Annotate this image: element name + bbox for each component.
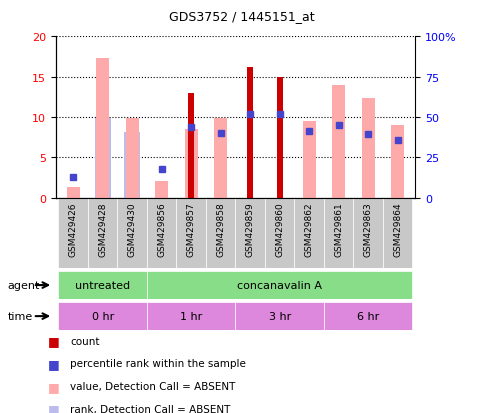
Text: GSM429861: GSM429861 <box>334 202 343 256</box>
Bar <box>58 198 88 268</box>
Bar <box>147 198 176 268</box>
Bar <box>188 94 194 198</box>
Text: 6 hr: 6 hr <box>357 311 379 321</box>
Bar <box>391 126 404 198</box>
Text: 3 hr: 3 hr <box>269 311 291 321</box>
Text: rank, Detection Call = ABSENT: rank, Detection Call = ABSENT <box>70 404 230 413</box>
Bar <box>88 198 117 268</box>
Bar <box>362 99 375 198</box>
Text: GSM429858: GSM429858 <box>216 202 225 256</box>
Bar <box>176 198 206 268</box>
Bar <box>277 78 283 198</box>
Bar <box>383 198 412 268</box>
Bar <box>324 302 412 330</box>
Bar <box>117 198 147 268</box>
Text: time: time <box>7 311 32 321</box>
Text: GSM429863: GSM429863 <box>364 202 373 256</box>
Bar <box>124 132 141 198</box>
Text: count: count <box>70 336 99 346</box>
Text: ■: ■ <box>48 334 60 347</box>
Text: ■: ■ <box>48 380 60 393</box>
Text: percentile rank within the sample: percentile rank within the sample <box>70 358 246 368</box>
Bar <box>302 122 316 198</box>
Bar <box>155 181 169 198</box>
Text: GSM429428: GSM429428 <box>98 202 107 256</box>
Bar <box>214 119 227 198</box>
Bar <box>96 59 109 198</box>
Text: GSM429864: GSM429864 <box>393 202 402 256</box>
Bar <box>126 119 139 198</box>
Bar <box>147 271 412 299</box>
Text: GSM429860: GSM429860 <box>275 202 284 256</box>
Bar <box>354 198 383 268</box>
Bar <box>67 188 80 198</box>
Text: GSM429862: GSM429862 <box>305 202 313 256</box>
Text: GSM429857: GSM429857 <box>187 202 196 256</box>
Text: GSM429426: GSM429426 <box>69 202 78 256</box>
Bar <box>206 198 236 268</box>
Bar <box>324 198 354 268</box>
Text: concanavalin A: concanavalin A <box>237 280 322 290</box>
Bar <box>265 198 295 268</box>
Bar <box>58 302 147 330</box>
Bar <box>185 130 198 198</box>
Bar <box>236 302 324 330</box>
Text: ■: ■ <box>48 402 60 413</box>
Bar <box>247 68 253 198</box>
Text: value, Detection Call = ABSENT: value, Detection Call = ABSENT <box>70 381 235 391</box>
Text: ■: ■ <box>48 357 60 370</box>
Text: GSM429856: GSM429856 <box>157 202 166 256</box>
Text: GSM429430: GSM429430 <box>128 202 137 256</box>
Text: agent: agent <box>7 280 40 290</box>
Bar <box>295 198 324 268</box>
Bar <box>236 198 265 268</box>
Text: GSM429859: GSM429859 <box>246 202 255 256</box>
Text: 1 hr: 1 hr <box>180 311 202 321</box>
Bar <box>95 119 111 198</box>
Text: untreated: untreated <box>75 280 130 290</box>
Text: GDS3752 / 1445151_at: GDS3752 / 1445151_at <box>169 10 314 23</box>
Text: 0 hr: 0 hr <box>92 311 114 321</box>
Bar <box>332 85 345 198</box>
Bar <box>58 271 147 299</box>
Bar <box>147 302 236 330</box>
